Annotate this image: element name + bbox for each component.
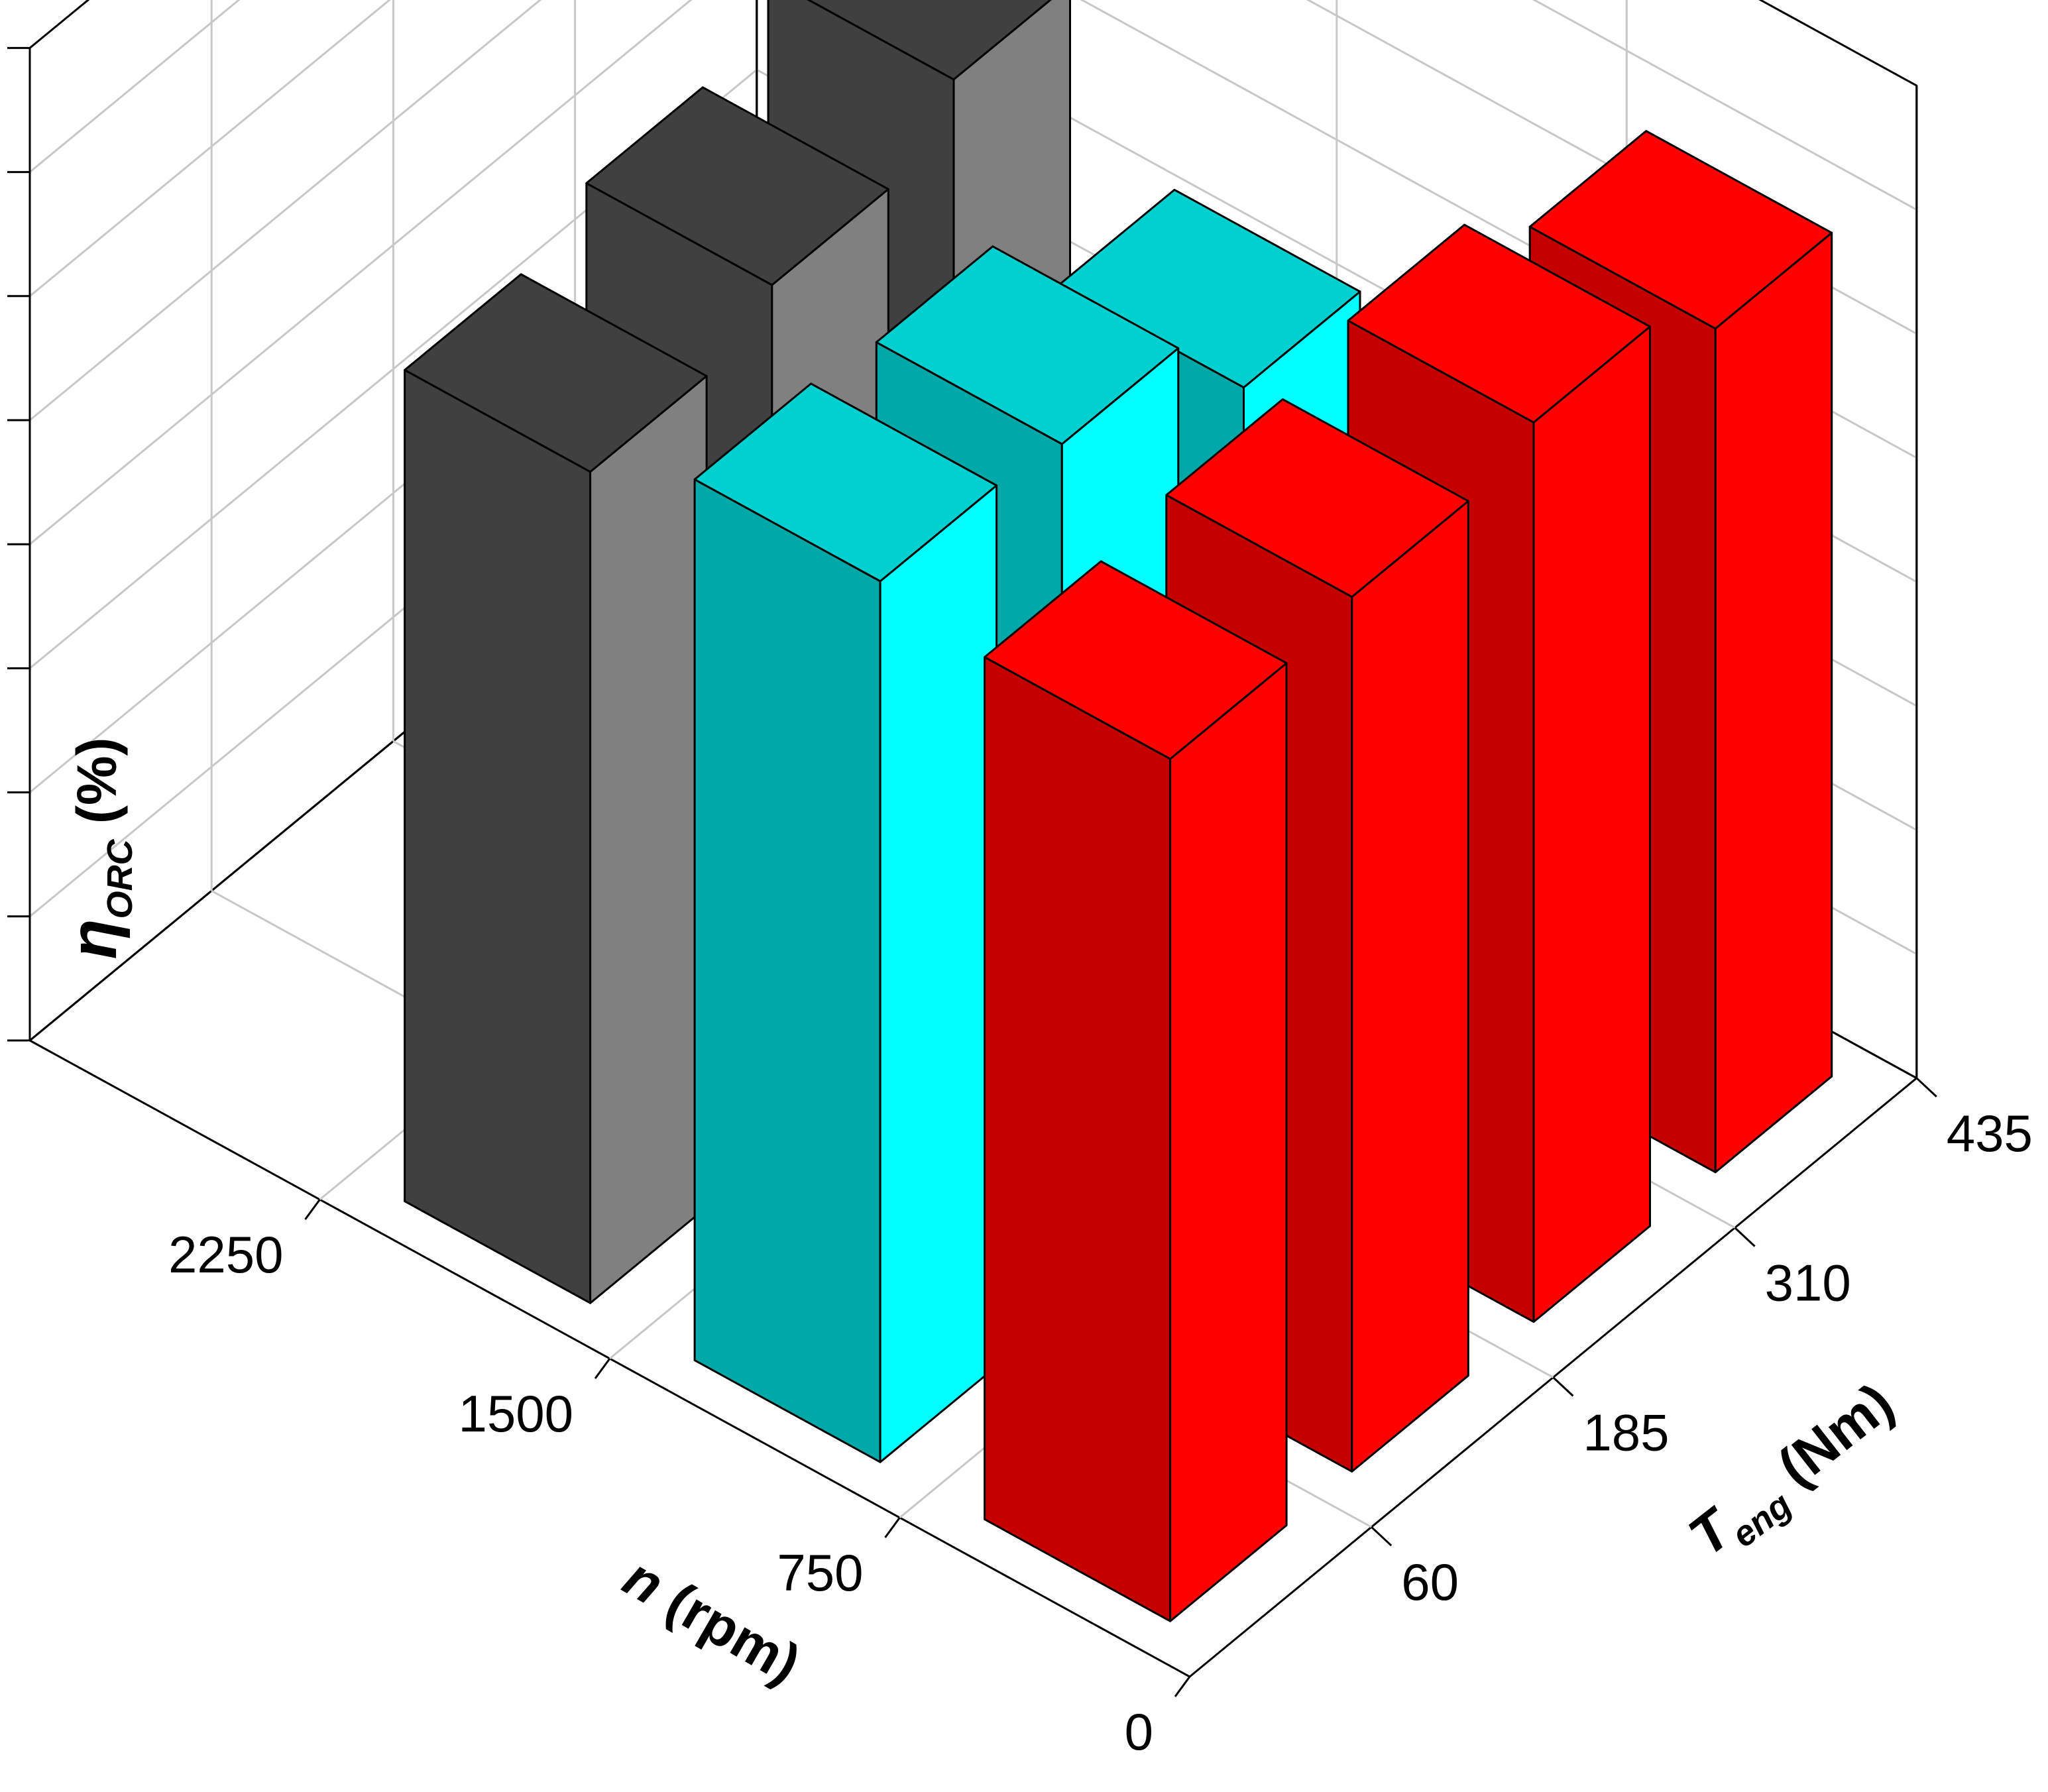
bar-top-face [984, 560, 1288, 760]
tick-labels: 024681012141607501500225060185310435 [7, 46, 2033, 1761]
bar-top-face [1347, 223, 1651, 423]
x-tick-label: 750 [777, 1543, 863, 1602]
bar-top-face [1528, 130, 1833, 330]
bar-front-face [693, 478, 882, 1463]
y-tick-mark [1371, 1526, 1393, 1547]
bar-front-face [984, 656, 1172, 1622]
y-tick-mark [1915, 1077, 1937, 1097]
bar-top-face [1165, 398, 1469, 598]
bar-1500-60 [693, 382, 998, 1463]
bar-side-face [1532, 325, 1651, 1323]
y-tick-label: 60 [1401, 1553, 1459, 1611]
bar-side-face [879, 484, 998, 1463]
z-axis-title: ηORC (%) [56, 737, 140, 959]
bar-side-face [1169, 662, 1288, 1622]
bar-top-face [875, 245, 1180, 445]
bar-2250-60 [404, 273, 708, 1304]
bar-top-face [404, 273, 708, 473]
bar-side-face [1714, 231, 1833, 1174]
x-tick-mark [594, 1358, 611, 1379]
bar-750-60 [984, 560, 1288, 1622]
x-tick-label: 1500 [458, 1384, 573, 1443]
bar-front-face [404, 368, 592, 1304]
bar-side-face [1351, 500, 1469, 1473]
y-tick-label: 310 [1765, 1254, 1851, 1312]
y-tick-mark [1552, 1376, 1574, 1397]
grid-line-right-wall [1532, 0, 1917, 211]
bar-top-face [693, 382, 998, 583]
x-tick-mark [1174, 1676, 1191, 1697]
y-tick-label: 435 [1947, 1104, 2033, 1162]
bars-group [404, 0, 1833, 1622]
grid-line-left-wall [29, 0, 241, 173]
x-tick-label: 2250 [168, 1225, 284, 1284]
y-tick-mark [1734, 1227, 1756, 1247]
y-tick-label: 185 [1583, 1403, 1669, 1461]
x-tick-mark [304, 1199, 321, 1220]
bar-top-face [807, 0, 1052, 81]
grid-line-left-wall [29, 0, 391, 297]
x-tick-mark [884, 1517, 901, 1538]
bar-side-face [589, 374, 708, 1304]
x-tick-label: 0 [1125, 1703, 1153, 1761]
y-axis-title: Teng (Nm) [1678, 1371, 1911, 1577]
bar-top-face [585, 86, 889, 286]
